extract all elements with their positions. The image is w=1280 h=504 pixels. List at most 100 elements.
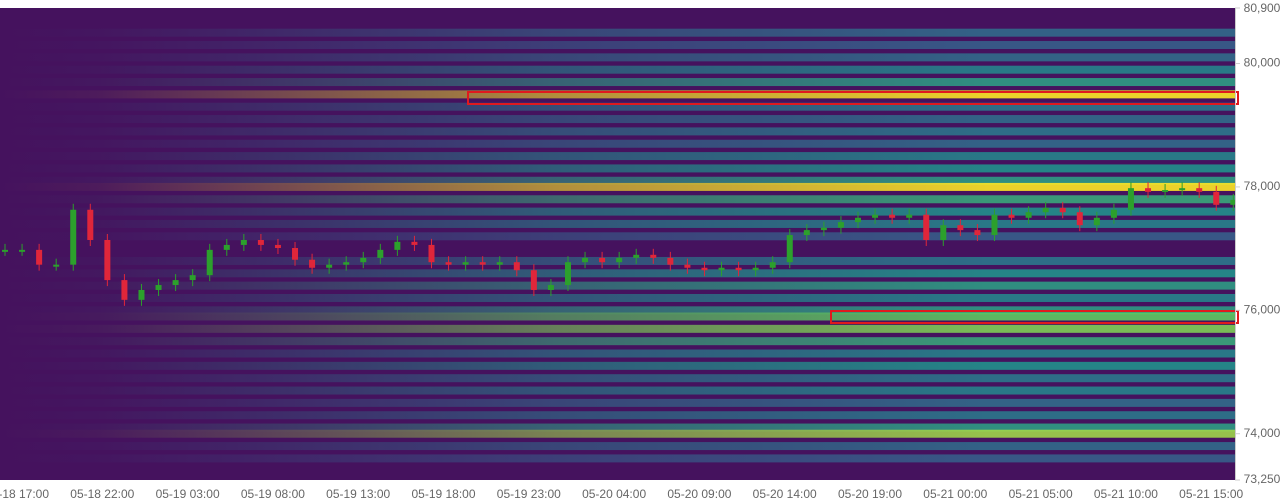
- x-tick-label: 05-20 09:00: [667, 487, 731, 501]
- candle-body: [1059, 207, 1066, 213]
- candle-body: [1110, 209, 1117, 218]
- candle-body: [36, 249, 43, 265]
- candle-body: [172, 280, 179, 286]
- candle-body: [820, 227, 827, 231]
- candle-body: [650, 254, 657, 258]
- candle-body: [19, 249, 26, 252]
- y-tick-label: 74,000: [1244, 426, 1280, 440]
- candle-body: [206, 249, 213, 276]
- x-tick-label: 05-19 08:00: [241, 487, 305, 501]
- candle-body: [1025, 212, 1032, 218]
- candle-body: [872, 214, 879, 218]
- candle-body: [667, 257, 674, 265]
- candle-body: [428, 244, 435, 263]
- candle-body: [940, 225, 947, 240]
- candle-body: [1196, 188, 1203, 192]
- candle-body: [974, 230, 981, 236]
- candle-body: [104, 239, 111, 281]
- candle-body: [394, 241, 401, 250]
- candle-body: [1179, 188, 1186, 191]
- candle-body: [377, 249, 384, 258]
- x-tick-label: 05-20 19:00: [838, 487, 902, 501]
- candle-body: [1213, 191, 1220, 205]
- candle-body: [530, 270, 537, 290]
- candle-body: [326, 264, 333, 268]
- y-tick-label: 76,000: [1244, 302, 1280, 316]
- y-tick-label: 80,000: [1244, 56, 1280, 70]
- candles: [2, 182, 1235, 306]
- candle-body: [496, 262, 503, 265]
- x-tick-label: 05-21 05:00: [1009, 487, 1073, 501]
- y-tick-label: 73,250: [1244, 472, 1280, 486]
- highlight-box: [467, 91, 1239, 105]
- x-tick-label: 05-20 14:00: [753, 487, 817, 501]
- candle-body: [564, 262, 571, 286]
- x-tick-label: 05-19 23:00: [497, 487, 561, 501]
- candle-body: [837, 222, 844, 228]
- candle-body: [1008, 214, 1015, 218]
- candle-body: [2, 249, 8, 252]
- x-tick-label: 05-19 18:00: [411, 487, 475, 501]
- candle-body: [633, 254, 640, 258]
- heat-fade: [0, 8, 1235, 480]
- candle-body: [1093, 217, 1100, 226]
- x-tick-label: 05-18 17:00: [0, 487, 49, 501]
- candle-body: [445, 262, 452, 265]
- candle-body: [292, 248, 299, 260]
- candle-body: [616, 257, 623, 263]
- candle-body: [957, 225, 964, 231]
- candle-body: [223, 244, 230, 250]
- candle-body: [411, 241, 418, 245]
- candle-body: [735, 267, 742, 271]
- candle-body: [1076, 212, 1083, 226]
- candle-body: [1145, 188, 1152, 192]
- x-tick-label: 05-19 03:00: [156, 487, 220, 501]
- candle-body: [189, 275, 196, 281]
- candle-body: [906, 214, 913, 218]
- x-tick-label: 05-18 22:00: [70, 487, 134, 501]
- candle-body: [1042, 207, 1049, 213]
- candle-body: [582, 257, 589, 263]
- x-tick-label: 05-20 04:00: [582, 487, 646, 501]
- candle-body: [855, 217, 861, 223]
- candle-body: [684, 264, 691, 268]
- candle-body: [360, 257, 367, 263]
- x-tick-label: 05-21 10:00: [1094, 487, 1158, 501]
- candle-body: [803, 230, 810, 236]
- candle-body: [769, 262, 776, 268]
- candle-body: [1230, 199, 1235, 205]
- candle-body: [53, 264, 60, 267]
- candle-body: [1127, 188, 1134, 210]
- candle-body: [70, 209, 77, 265]
- candle-body: [309, 259, 316, 268]
- candle-body: [701, 267, 708, 271]
- x-tick-label: 05-21 15:00: [1179, 487, 1243, 501]
- highlight-box: [830, 310, 1239, 324]
- candle-body: [274, 244, 281, 249]
- candle-body: [240, 239, 247, 245]
- candle-body: [547, 285, 554, 290]
- candle-body: [889, 214, 896, 218]
- candle-body: [343, 262, 350, 265]
- candle-body: [138, 289, 145, 300]
- y-tick-label: 78,000: [1244, 179, 1280, 193]
- candle-body: [718, 267, 725, 271]
- candle-body: [923, 214, 930, 240]
- candle-body: [257, 239, 264, 245]
- candle-body: [991, 214, 998, 236]
- candle-body: [121, 280, 128, 300]
- candle-body: [462, 262, 469, 265]
- candle-body: [87, 209, 94, 240]
- y-tick-label: 80,900: [1244, 1, 1280, 15]
- x-tick-label: 05-21 00:00: [923, 487, 987, 501]
- candle-body: [479, 262, 486, 265]
- candle-body: [155, 285, 162, 290]
- candle-body: [1162, 190, 1169, 193]
- candle-body: [513, 262, 520, 271]
- candle-body: [786, 235, 793, 263]
- x-tick-label: 05-19 13:00: [326, 487, 390, 501]
- candle-body: [599, 257, 606, 263]
